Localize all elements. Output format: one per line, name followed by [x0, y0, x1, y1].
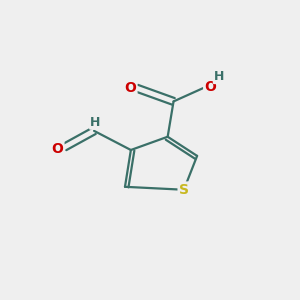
Text: H: H [90, 116, 101, 128]
Text: O: O [205, 80, 216, 94]
Text: H: H [214, 70, 224, 83]
Text: S: S [179, 183, 189, 197]
Text: O: O [51, 142, 63, 155]
Text: O: O [124, 81, 136, 95]
